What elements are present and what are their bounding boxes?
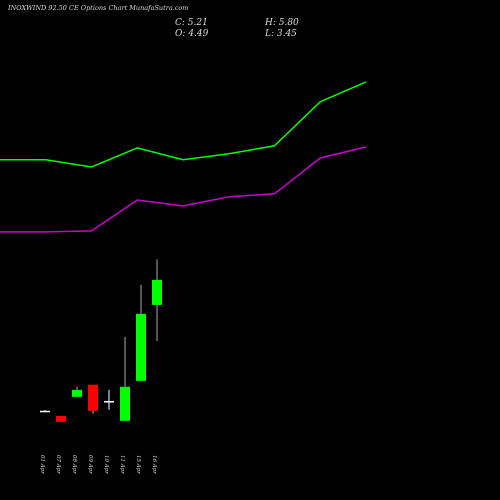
x-tick-label: 11 Apr — [119, 455, 125, 474]
close-label: C: 5.21 — [175, 18, 208, 28]
candle-body — [88, 384, 98, 411]
high-label: H: 5.80 — [264, 18, 299, 28]
candle-body — [120, 386, 130, 421]
candle-body — [104, 401, 114, 403]
open-label: O: 4.49 — [175, 29, 209, 39]
x-tick-label: 01 Apr — [39, 455, 45, 474]
indicator-line — [0, 81, 367, 168]
x-tick-label: 10 Apr — [103, 455, 109, 474]
x-tick-label: 15 Apr — [135, 455, 141, 474]
candle-body — [40, 410, 50, 413]
x-tick-label: 08 Apr — [71, 455, 77, 474]
x-tick-label: 07 Apr — [55, 455, 61, 474]
candle-body — [56, 415, 66, 422]
candle-body — [136, 313, 146, 381]
candle-body — [152, 279, 162, 305]
indicator-line — [0, 146, 367, 233]
x-tick-label: 16 Apr — [151, 455, 157, 474]
x-tick-label: 09 Apr — [87, 455, 93, 474]
candle-body — [72, 389, 82, 397]
chart-title: INOXWIND 92.50 CE Options Chart MunafaSu… — [7, 4, 188, 12]
low-label: L: 3.45 — [264, 29, 297, 39]
